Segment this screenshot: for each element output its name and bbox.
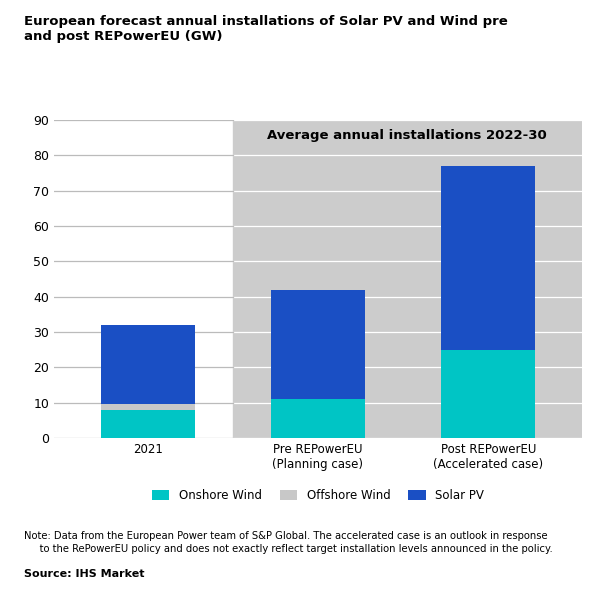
Bar — [233, 120, 582, 438]
Bar — [442, 350, 535, 438]
Bar — [442, 166, 535, 350]
Bar — [101, 410, 194, 438]
Bar — [101, 325, 194, 404]
Text: Note: Data from the European Power team of S&P Global. The accelerated case is a: Note: Data from the European Power team … — [24, 531, 548, 541]
Text: to the RePowerEU policy and does not exactly reflect target installation levels : to the RePowerEU policy and does not exa… — [24, 544, 553, 554]
Bar — [271, 399, 365, 438]
Bar — [271, 290, 365, 399]
Text: Source: IHS Market: Source: IHS Market — [24, 569, 145, 579]
Legend: Onshore Wind, Offshore Wind, Solar PV: Onshore Wind, Offshore Wind, Solar PV — [152, 489, 484, 502]
Text: Average annual installations 2022-30: Average annual installations 2022-30 — [266, 129, 547, 142]
Bar — [101, 404, 194, 410]
Text: European forecast annual installations of Solar PV and Wind pre
and post REPower: European forecast annual installations o… — [24, 15, 508, 43]
